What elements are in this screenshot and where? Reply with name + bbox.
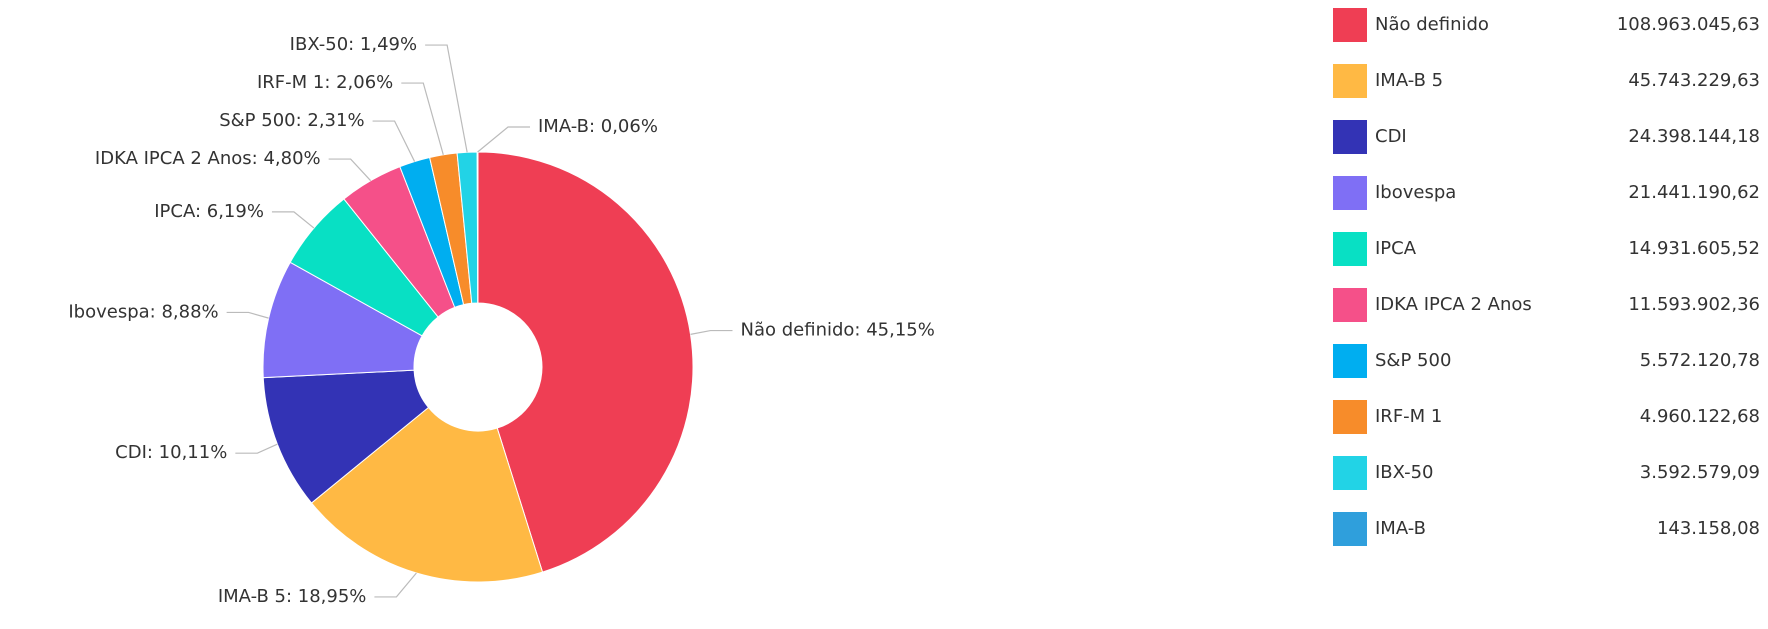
legend-label: IBX-50	[1375, 462, 1434, 483]
legend-label: IMA-B 5	[1375, 70, 1443, 91]
legend-swatch	[1333, 456, 1367, 490]
leader-line	[372, 120, 416, 162]
legend-value: 3.592.579,09	[1640, 462, 1760, 483]
legend-swatch	[1333, 344, 1367, 378]
leader-line	[425, 44, 468, 153]
data-label: IBX-50: 1,49%	[290, 34, 417, 55]
leader-line	[690, 329, 733, 335]
legend-value: 11.593.902,36	[1628, 294, 1760, 315]
leader-line	[401, 82, 444, 155]
legend-value: 14.931.605,52	[1628, 238, 1760, 259]
legend-label: CDI	[1375, 126, 1407, 147]
legend-value: 24.398.144,18	[1628, 126, 1760, 147]
data-label: IDKA IPCA 2 Anos: 4,80%	[95, 148, 321, 169]
slice	[310, 406, 544, 583]
legend-value: 5.572.120,78	[1640, 350, 1760, 371]
legend-value: 4.960.122,68	[1640, 406, 1760, 427]
legend-value: 45.743.229,63	[1628, 70, 1760, 91]
slice	[476, 151, 479, 304]
legend-swatch	[1333, 64, 1367, 98]
legend-label: IPCA	[1375, 238, 1417, 259]
legend-label: IDKA IPCA 2 Anos	[1375, 294, 1532, 315]
leader-line	[271, 211, 315, 229]
leader-line	[328, 158, 372, 182]
legend-swatch	[1333, 120, 1367, 154]
legend-swatch	[1333, 400, 1367, 434]
data-label: IMA-B 5: 18,95%	[218, 586, 367, 607]
legend-swatch	[1333, 512, 1367, 546]
data-label: Não definido: 45,15%	[741, 320, 935, 341]
legend-label: IRF-M 1	[1375, 406, 1442, 427]
legend-swatch	[1333, 176, 1367, 210]
leader-line	[235, 443, 278, 454]
slice	[477, 151, 694, 573]
data-label: IRF-M 1: 2,06%	[257, 72, 393, 93]
data-label: IMA-B: 0,06%	[538, 116, 658, 137]
data-label: Ibovespa: 8,88%	[68, 301, 218, 322]
legend-label: IMA-B	[1375, 518, 1426, 539]
slice	[262, 369, 430, 504]
legend-swatch	[1333, 232, 1367, 266]
leader-line	[226, 311, 269, 319]
legend-value: 21.441.190,62	[1628, 182, 1760, 203]
legend-label: Não definido	[1375, 14, 1489, 35]
legend-swatch	[1333, 288, 1367, 322]
data-label: IPCA: 6,19%	[154, 201, 264, 222]
legend-label: S&P 500	[1375, 350, 1451, 371]
data-label: CDI: 10,11%	[115, 442, 227, 463]
legend-value: 143.158,08	[1657, 518, 1760, 539]
data-label: S&P 500: 2,31%	[219, 110, 364, 131]
leader-line	[477, 126, 530, 153]
legend-label: Ibovespa	[1375, 182, 1456, 203]
leader-line	[374, 572, 417, 598]
legend-swatch	[1333, 8, 1367, 42]
legend-value: 108.963.045,63	[1617, 14, 1760, 35]
